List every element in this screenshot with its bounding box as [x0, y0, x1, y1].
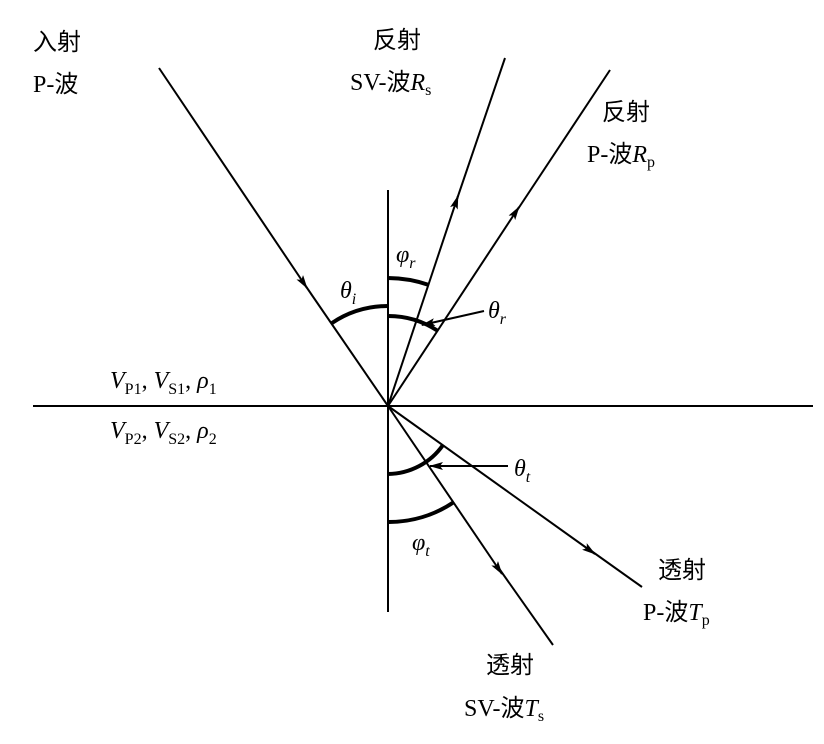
svg-text:P-波: P-波: [33, 71, 78, 98]
phi-t-arc: [387, 500, 456, 525]
svg-text:反射: 反射: [373, 27, 421, 54]
reflected-p-ray: [387, 69, 611, 407]
svg-text:透射: 透射: [486, 652, 534, 679]
svg-text:入射: 入射: [33, 29, 81, 56]
theta-r-arc: [387, 313, 440, 333]
reflected-p-label: 反射 P-波Rp: [587, 99, 655, 171]
incident-p-label: 入射 P-波: [33, 29, 81, 98]
svg-text:P-波Tp: P-波Tp: [643, 599, 710, 629]
theta-t-arc: [387, 443, 445, 476]
phi-r-arc: [387, 276, 430, 287]
theta-r-label: θr: [488, 298, 507, 328]
svg-text:P-波Rp: P-波Rp: [587, 141, 655, 171]
transmitted-p-label: 透射 P-波Tp: [643, 557, 710, 629]
theta-i-label: θi: [340, 278, 356, 308]
svg-text:SV-波Rs: SV-波Rs: [350, 69, 431, 99]
reflected-sv-label: 反射 SV-波Rs: [350, 27, 431, 99]
phi-t-label: φt: [412, 530, 430, 560]
transmitted-sv-label: 透射 SV-波Ts: [464, 652, 544, 725]
transmitted-p-ray: [387, 405, 643, 588]
svg-text:SV-波Ts: SV-波Ts: [464, 695, 544, 725]
theta-t-label: θt: [514, 456, 531, 486]
medium-2-properties: VP2, VS2, ρ2: [110, 418, 217, 448]
svg-text:透射: 透射: [658, 557, 706, 584]
theta-i-arc: [330, 303, 389, 325]
transmitted-sv-ray: [387, 405, 554, 646]
medium-1-properties: VP1, VS1, ρ1: [110, 368, 217, 398]
reflected-sv-ray: [387, 57, 506, 407]
phi-r-label: φr: [396, 242, 416, 272]
svg-text:反射: 反射: [602, 99, 650, 126]
incident-p-ray: [158, 67, 389, 407]
theta-r-pointer: [421, 310, 485, 327]
